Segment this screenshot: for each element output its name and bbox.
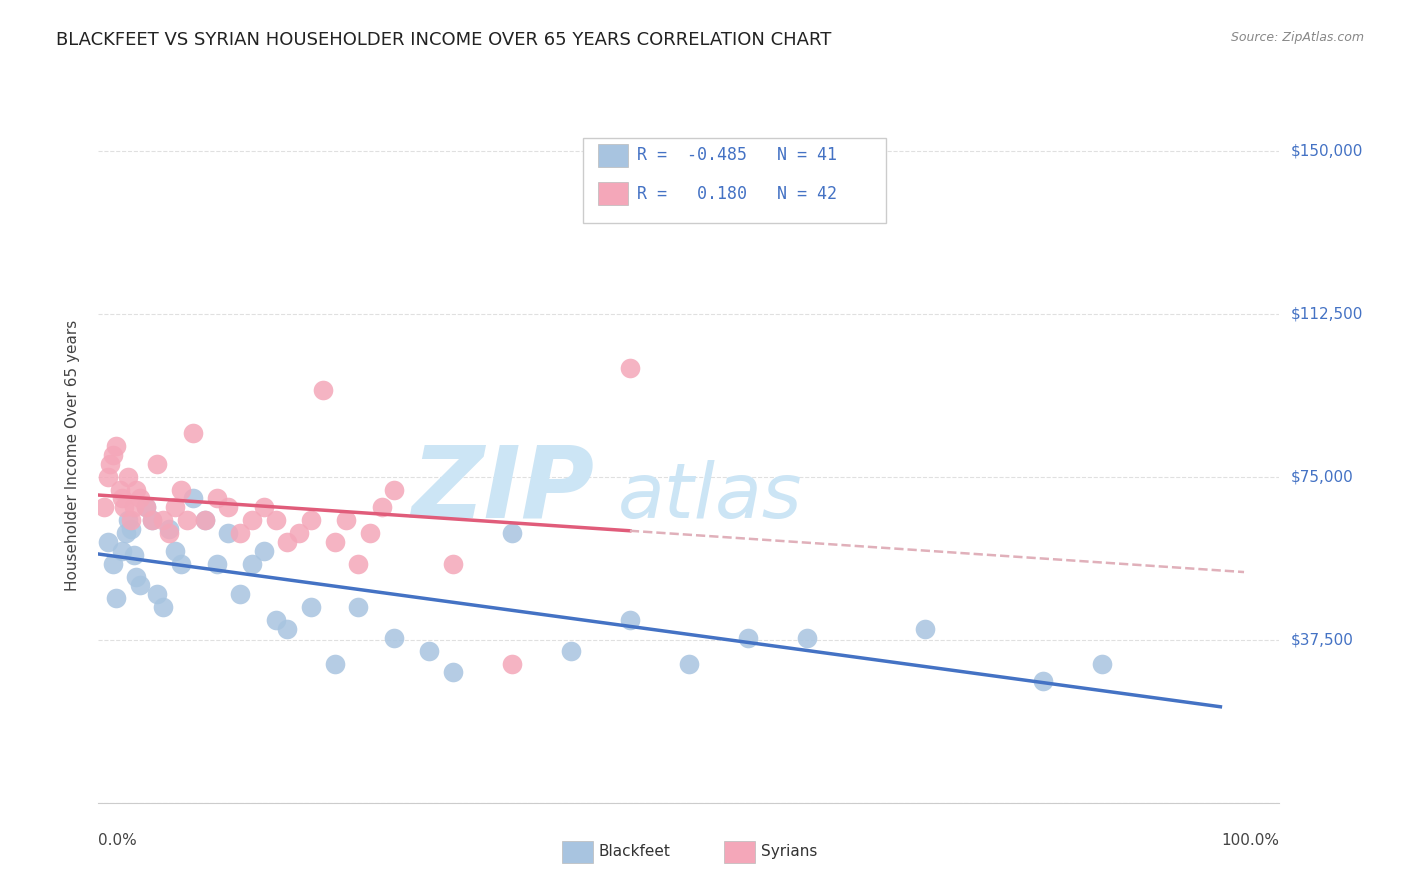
Point — [441, 557, 464, 571]
Point — [141, 513, 163, 527]
Point — [97, 469, 120, 483]
Text: $37,500: $37,500 — [1291, 632, 1354, 648]
Point — [122, 500, 145, 514]
Point — [1091, 657, 1114, 671]
Point — [125, 570, 148, 584]
Point — [114, 526, 136, 541]
Point — [619, 361, 641, 376]
Point — [141, 513, 163, 527]
Y-axis label: Householder Income Over 65 years: Householder Income Over 65 years — [65, 319, 80, 591]
Point — [347, 557, 370, 571]
Point — [205, 491, 228, 506]
Point — [737, 631, 759, 645]
Point — [170, 483, 193, 497]
Point — [276, 622, 298, 636]
Point — [217, 500, 239, 514]
Point — [105, 439, 128, 453]
Point — [152, 513, 174, 527]
Point — [112, 500, 135, 514]
Text: R =  -0.485   N = 41: R = -0.485 N = 41 — [637, 146, 837, 164]
Text: $75,000: $75,000 — [1291, 469, 1354, 484]
Point — [264, 513, 287, 527]
Text: 0.0%: 0.0% — [98, 833, 138, 848]
Point — [135, 500, 157, 514]
Point — [121, 513, 143, 527]
Text: Source: ZipAtlas.com: Source: ZipAtlas.com — [1230, 31, 1364, 45]
Point — [98, 457, 121, 471]
Point — [170, 557, 193, 571]
Text: $150,000: $150,000 — [1291, 143, 1362, 158]
Point — [194, 513, 217, 527]
Point — [128, 578, 150, 592]
Point — [347, 600, 370, 615]
Point — [135, 500, 157, 514]
Point — [181, 491, 204, 506]
Point — [111, 543, 134, 558]
Point — [619, 613, 641, 627]
Point — [157, 526, 180, 541]
Text: BLACKFEET VS SYRIAN HOUSEHOLDER INCOME OVER 65 YEARS CORRELATION CHART: BLACKFEET VS SYRIAN HOUSEHOLDER INCOME O… — [56, 31, 831, 49]
Text: Blackfeet: Blackfeet — [599, 845, 671, 859]
Point — [501, 526, 523, 541]
Point — [121, 522, 143, 536]
Point — [441, 665, 464, 680]
Point — [117, 513, 139, 527]
Point — [240, 557, 263, 571]
Point — [371, 500, 394, 514]
Text: R =   0.180   N = 42: R = 0.180 N = 42 — [637, 185, 837, 202]
Point — [288, 526, 311, 541]
Point — [678, 657, 700, 671]
Point — [146, 457, 169, 471]
Point — [240, 513, 263, 527]
Point — [299, 600, 322, 615]
Point — [253, 543, 276, 558]
Point — [382, 631, 405, 645]
Text: $112,500: $112,500 — [1291, 306, 1362, 321]
Point — [323, 657, 346, 671]
Point — [157, 522, 180, 536]
Point — [359, 526, 381, 541]
Point — [796, 631, 818, 645]
Point — [165, 543, 187, 558]
Point — [418, 643, 440, 657]
Point — [217, 526, 239, 541]
Point — [335, 513, 357, 527]
Point — [108, 483, 131, 497]
Point — [105, 591, 128, 606]
Point — [382, 483, 405, 497]
Text: ZIP: ZIP — [412, 442, 595, 538]
Text: atlas: atlas — [619, 459, 803, 533]
Point — [152, 600, 174, 615]
Point — [101, 448, 124, 462]
Point — [560, 643, 582, 657]
Point — [165, 500, 187, 514]
Point — [253, 500, 276, 514]
Point — [146, 587, 169, 601]
Point — [1032, 674, 1054, 689]
Point — [93, 500, 115, 514]
Point — [111, 491, 134, 506]
Point — [276, 535, 298, 549]
Point — [914, 622, 936, 636]
Point — [117, 469, 139, 483]
Point — [194, 513, 217, 527]
Text: Syrians: Syrians — [761, 845, 817, 859]
Point — [264, 613, 287, 627]
Point — [229, 587, 252, 601]
Point — [122, 548, 145, 562]
Point — [229, 526, 252, 541]
Point — [97, 535, 120, 549]
Point — [128, 491, 150, 506]
Point — [299, 513, 322, 527]
Point — [125, 483, 148, 497]
Point — [323, 535, 346, 549]
Point — [181, 426, 204, 441]
Point — [176, 513, 198, 527]
Point — [101, 557, 124, 571]
Point — [501, 657, 523, 671]
Text: 100.0%: 100.0% — [1222, 833, 1279, 848]
Point — [205, 557, 228, 571]
Point — [312, 383, 335, 397]
